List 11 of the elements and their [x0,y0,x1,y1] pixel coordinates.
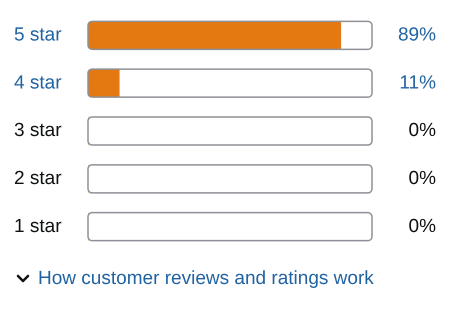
y-tick-label: 1 star [14,216,62,237]
data-label: 11% [399,72,436,94]
y-tick-label: 3 star [14,120,62,142]
data-label: 89% [398,24,436,46]
data-label: 0% [408,216,436,237]
y-tick-label: 4 star [14,72,62,94]
y-tick-label: 2 star [14,168,62,190]
y-tick-label: 5 star [14,24,62,46]
data-label: 0% [408,168,436,190]
data-label: 0% [408,120,436,142]
text: How customer reviews and ratings work [38,268,374,290]
